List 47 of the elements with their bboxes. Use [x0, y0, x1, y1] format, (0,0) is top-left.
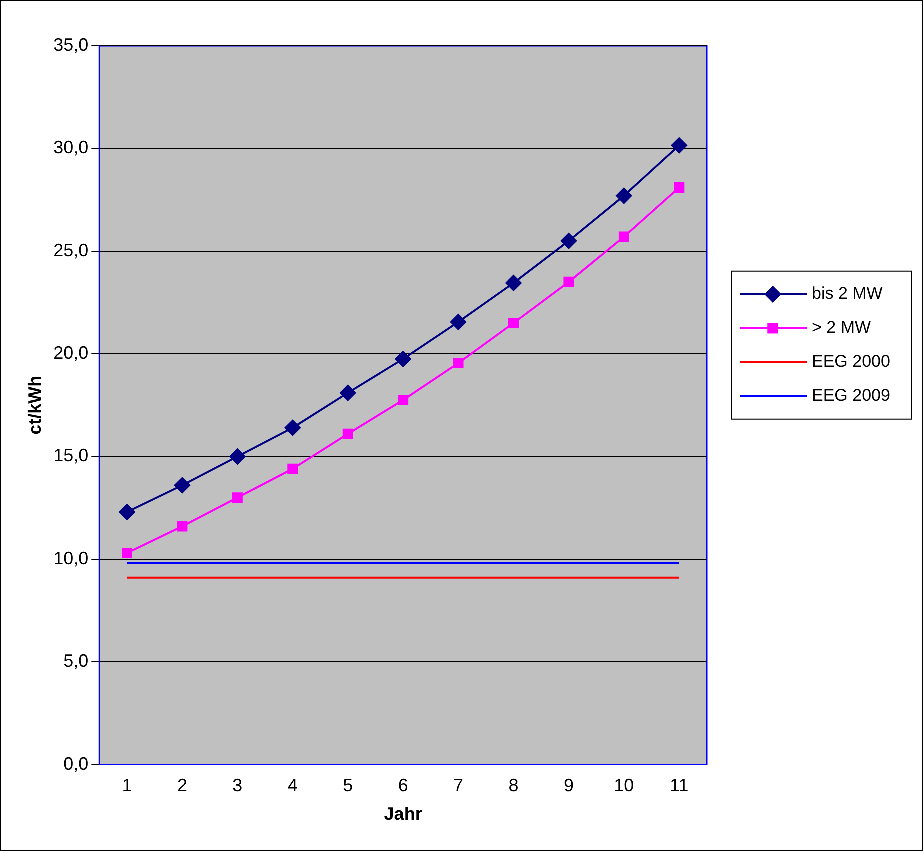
y-tick-label: 25,0	[54, 240, 89, 260]
x-tick-label: 6	[398, 776, 408, 796]
x-tick-label: 11	[670, 776, 689, 796]
point	[564, 276, 574, 288]
point	[618, 232, 630, 242]
point	[674, 182, 685, 193]
x-tick-label: 5	[343, 776, 354, 796]
x-tick-label: 3	[232, 776, 243, 796]
y-tick-label: 10,0	[54, 548, 89, 568]
point	[174, 477, 190, 494]
x-tick-label: 10	[614, 776, 634, 796]
point	[284, 420, 301, 436]
point	[288, 464, 298, 474]
legend-label: bis 2 MW	[812, 284, 883, 304]
y-tick-label: 30,0	[54, 138, 89, 158]
legend-label: EEG 2000	[812, 352, 890, 372]
point	[506, 275, 522, 292]
point	[232, 492, 243, 504]
point	[122, 548, 132, 559]
y-axis-title: ct/kWh	[24, 376, 45, 435]
x-tick-label: 8	[508, 776, 519, 796]
point	[230, 448, 246, 465]
point	[395, 351, 412, 368]
point	[671, 138, 688, 154]
y-tick-label: 15,0	[54, 446, 89, 466]
x-tick-label: 9	[564, 776, 574, 796]
x-tick-label: 1	[122, 776, 132, 796]
point	[560, 233, 577, 250]
x-tick-label: 7	[454, 776, 464, 796]
point	[177, 521, 188, 532]
point	[340, 385, 356, 402]
point	[450, 314, 467, 330]
point	[342, 428, 354, 440]
legend-label: > 2 MW	[812, 318, 872, 338]
y-tick-label: 0,0	[64, 754, 89, 774]
y-tick-label: 5,0	[64, 651, 89, 672]
x-tick-label: 4	[288, 776, 298, 796]
point	[119, 504, 136, 520]
point	[616, 188, 632, 204]
x-tick-label: 2	[177, 776, 188, 796]
legend-label: EEG 2009	[812, 386, 890, 406]
point	[453, 358, 464, 369]
y-tick-label: 35,0	[54, 34, 89, 55]
y-tick-label: 20,0	[54, 343, 89, 364]
point	[398, 395, 409, 406]
point	[508, 318, 519, 328]
x-axis-title: Jahr	[384, 804, 422, 824]
